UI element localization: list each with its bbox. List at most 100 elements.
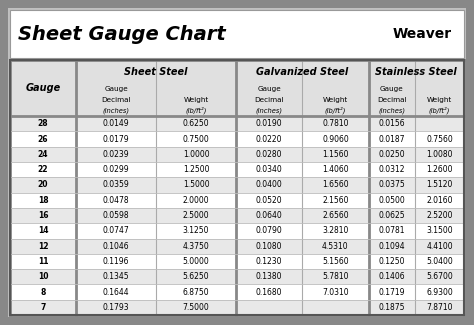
Text: 1.5120: 1.5120: [427, 180, 453, 189]
Text: Gauge: Gauge: [104, 86, 128, 92]
Text: 7.5000: 7.5000: [182, 303, 210, 312]
Text: 1.6560: 1.6560: [322, 180, 349, 189]
Text: 0.0375: 0.0375: [379, 180, 405, 189]
Text: 1.5000: 1.5000: [183, 180, 210, 189]
Text: 0.6250: 0.6250: [183, 119, 210, 128]
Text: 1.0000: 1.0000: [183, 150, 210, 159]
Text: Weaver: Weaver: [393, 27, 452, 41]
Text: 18: 18: [38, 196, 48, 205]
Text: 28: 28: [38, 119, 48, 128]
Bar: [10, 116, 464, 131]
Text: 5.1560: 5.1560: [322, 257, 349, 266]
Text: Decimal: Decimal: [101, 98, 131, 103]
Text: Weight: Weight: [183, 98, 209, 103]
Text: 1.0080: 1.0080: [427, 150, 453, 159]
Text: 0.0400: 0.0400: [256, 180, 283, 189]
Text: 5.7810: 5.7810: [322, 272, 349, 281]
Bar: [10, 300, 464, 315]
Text: 0.0598: 0.0598: [103, 211, 129, 220]
Text: Weight: Weight: [323, 98, 348, 103]
Text: Gauge: Gauge: [257, 86, 281, 92]
Text: 0.1380: 0.1380: [256, 272, 283, 281]
Bar: [10, 131, 464, 147]
Text: 0.1719: 0.1719: [379, 288, 405, 296]
Text: 3.2810: 3.2810: [322, 226, 348, 235]
Text: (inches): (inches): [103, 107, 130, 114]
Text: (inches): (inches): [378, 107, 405, 114]
Bar: [10, 60, 464, 315]
Text: 3.1250: 3.1250: [183, 226, 210, 235]
Text: Gauge: Gauge: [380, 86, 404, 92]
Text: 0.1094: 0.1094: [379, 242, 405, 251]
Bar: [10, 177, 464, 193]
Text: 0.0340: 0.0340: [256, 165, 283, 174]
Text: 0.0625: 0.0625: [379, 211, 405, 220]
Text: 5.0400: 5.0400: [426, 257, 453, 266]
Text: 0.0500: 0.0500: [379, 196, 405, 205]
Text: 4.5310: 4.5310: [322, 242, 349, 251]
Bar: [10, 60, 464, 315]
Text: 0.0280: 0.0280: [256, 150, 283, 159]
Text: Weight: Weight: [427, 98, 452, 103]
Text: 0.7500: 0.7500: [182, 135, 210, 144]
Text: 1.2500: 1.2500: [183, 165, 210, 174]
Text: 0.0149: 0.0149: [103, 119, 129, 128]
Text: 16: 16: [38, 211, 48, 220]
Text: 3.1500: 3.1500: [426, 226, 453, 235]
Text: 0.0781: 0.0781: [379, 226, 405, 235]
Text: 8: 8: [40, 288, 46, 296]
Text: 0.0312: 0.0312: [379, 165, 405, 174]
Bar: [10, 284, 464, 300]
Bar: [10, 10, 464, 58]
Text: Stainless Steel: Stainless Steel: [375, 67, 457, 77]
Text: 0.0179: 0.0179: [103, 135, 129, 144]
Text: 7.0310: 7.0310: [322, 288, 349, 296]
Text: 0.0299: 0.0299: [103, 165, 129, 174]
Text: 0.1644: 0.1644: [103, 288, 129, 296]
Text: (lb/ft²): (lb/ft²): [429, 107, 450, 114]
Text: 0.1230: 0.1230: [256, 257, 283, 266]
Text: 0.0790: 0.0790: [256, 226, 283, 235]
Text: 4.4100: 4.4100: [426, 242, 453, 251]
Bar: [10, 162, 464, 177]
Bar: [10, 60, 464, 116]
Text: 0.0520: 0.0520: [256, 196, 283, 205]
Text: 11: 11: [38, 257, 48, 266]
Text: 0.1875: 0.1875: [379, 303, 405, 312]
Text: 0.1680: 0.1680: [256, 288, 283, 296]
Text: 0.0239: 0.0239: [103, 150, 129, 159]
Text: 0.9060: 0.9060: [322, 135, 349, 144]
Text: 20: 20: [38, 180, 48, 189]
Text: Gauge: Gauge: [26, 83, 61, 93]
Text: 0.0187: 0.0187: [379, 135, 405, 144]
Text: 14: 14: [38, 226, 48, 235]
Bar: [10, 193, 464, 208]
Bar: [10, 223, 464, 239]
Text: 5.6700: 5.6700: [426, 272, 453, 281]
Text: 0.0478: 0.0478: [103, 196, 129, 205]
Text: 5.0000: 5.0000: [182, 257, 210, 266]
Text: 0.0250: 0.0250: [379, 150, 405, 159]
Text: 6.9300: 6.9300: [426, 288, 453, 296]
Text: 7.8710: 7.8710: [427, 303, 453, 312]
Text: 0.1080: 0.1080: [256, 242, 283, 251]
Text: (inches): (inches): [255, 107, 283, 114]
Text: 0.0640: 0.0640: [256, 211, 283, 220]
Text: 5.6250: 5.6250: [183, 272, 210, 281]
Text: Sheet Steel: Sheet Steel: [124, 67, 188, 77]
Text: 1.4060: 1.4060: [322, 165, 349, 174]
Text: 2.0160: 2.0160: [427, 196, 453, 205]
Text: Decimal: Decimal: [377, 98, 407, 103]
Text: 12: 12: [38, 242, 48, 251]
Text: 0.0359: 0.0359: [103, 180, 129, 189]
Text: 2.6560: 2.6560: [322, 211, 349, 220]
Text: 0.7810: 0.7810: [322, 119, 349, 128]
Text: Decimal: Decimal: [255, 98, 284, 103]
Text: 0.1196: 0.1196: [103, 257, 129, 266]
Text: (lb/ft²): (lb/ft²): [325, 107, 346, 114]
Text: 2.5000: 2.5000: [183, 211, 210, 220]
Text: 0.1793: 0.1793: [103, 303, 129, 312]
Bar: [10, 208, 464, 223]
Text: 0.1046: 0.1046: [103, 242, 129, 251]
Text: 1.2600: 1.2600: [427, 165, 453, 174]
